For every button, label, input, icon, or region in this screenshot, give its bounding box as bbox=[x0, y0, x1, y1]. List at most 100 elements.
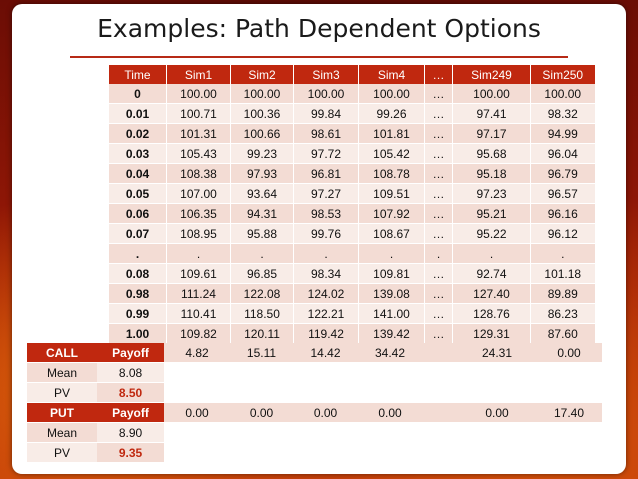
put-label: PUT bbox=[27, 402, 97, 423]
sim-value-cell: . bbox=[424, 243, 453, 264]
sim-value-cell: 96.16 bbox=[530, 203, 595, 224]
sim-value-cell: . bbox=[230, 243, 294, 264]
sim-value-cell: . bbox=[293, 243, 359, 264]
put-payoff-sim3: 0.00 bbox=[293, 402, 358, 423]
sim-value-cell: … bbox=[424, 263, 453, 284]
sim-value-cell: 97.23 bbox=[452, 183, 531, 204]
table-row: 0.01 100.71 100.36 99.84 99.26… 97.41 98.32 bbox=[108, 103, 595, 124]
sim-value-cell: 86.23 bbox=[530, 303, 595, 324]
table-row: 0.99 110.41 118.50 122.21 141.00… 128.76 86.23 bbox=[108, 303, 595, 324]
sim-value-cell: . bbox=[166, 243, 231, 264]
sim-value-cell: 87.60 bbox=[530, 323, 595, 344]
sim-value-cell: 139.08 bbox=[358, 283, 425, 304]
sim-value-cell: 97.72 bbox=[293, 143, 359, 164]
sim-value-cell: 122.21 bbox=[293, 303, 359, 324]
call-mean-value: 8.08 bbox=[97, 362, 164, 383]
sim-value-cell: 109.82 bbox=[166, 323, 231, 344]
sim-value-cell: 122.08 bbox=[230, 283, 294, 304]
sim-value-cell: 92.74 bbox=[452, 263, 531, 284]
sim-value-cell: 94.99 bbox=[530, 123, 595, 144]
sim-value-cell: 129.31 bbox=[452, 323, 531, 344]
sim-value-cell: … bbox=[424, 283, 453, 304]
sim-value-cell: 100.00 bbox=[230, 84, 294, 104]
sim-value-cell: 97.17 bbox=[452, 123, 531, 144]
sim-value-cell: 120.11 bbox=[230, 323, 294, 344]
call-pv-label: PV bbox=[27, 382, 97, 403]
sim-value-cell: 97.27 bbox=[293, 183, 359, 204]
time-cell: 0.99 bbox=[108, 303, 167, 324]
sim-value-cell: … bbox=[424, 303, 453, 324]
table-row: 0.08 109.61 96.85 98.34 109.81… 92.74 101.18 bbox=[108, 263, 595, 284]
sim-value-cell: 101.18 bbox=[530, 263, 595, 284]
sim-value-cell: 100.00 bbox=[452, 84, 531, 104]
call-payoff-sim4: 34.42 bbox=[358, 343, 422, 363]
call-payoff-gap bbox=[422, 343, 458, 363]
header-sim250: Sim250 bbox=[530, 65, 595, 84]
time-cell: 0 bbox=[108, 84, 167, 104]
sim-value-cell: 101.31 bbox=[166, 123, 231, 144]
put-payoff-sim2: 0.00 bbox=[230, 402, 293, 423]
call-payoff-label: Payoff bbox=[97, 343, 164, 363]
sim-value-cell: 100.00 bbox=[166, 84, 231, 104]
call-pv-value: 8.50 bbox=[97, 382, 164, 403]
sim-value-cell: 98.61 bbox=[293, 123, 359, 144]
sim-value-cell: 110.41 bbox=[166, 303, 231, 324]
sim-value-cell: 109.61 bbox=[166, 263, 231, 284]
title-divider bbox=[70, 56, 568, 58]
sim-value-cell: 99.23 bbox=[230, 143, 294, 164]
sim-value-cell: … bbox=[424, 123, 453, 144]
header-sim249: Sim249 bbox=[452, 65, 531, 84]
sim-value-cell: … bbox=[424, 163, 453, 184]
time-cell: 0.02 bbox=[108, 123, 167, 144]
sim-value-cell: 95.22 bbox=[452, 223, 531, 244]
call-pv-row: PV 8.50 bbox=[27, 382, 602, 403]
sim-value-cell: 109.51 bbox=[358, 183, 425, 204]
put-payoff-gap bbox=[422, 402, 458, 423]
sim-value-cell: 98.53 bbox=[293, 203, 359, 224]
table-row: ........ bbox=[108, 243, 595, 264]
put-payoff-label: Payoff bbox=[97, 402, 164, 423]
sim-value-cell: 106.35 bbox=[166, 203, 231, 224]
put-pv-value: 9.35 bbox=[97, 442, 164, 463]
sim-value-cell: … bbox=[424, 143, 453, 164]
sim-value-cell: 107.00 bbox=[166, 183, 231, 204]
option-payoff-table: CALL Payoff 4.82 15.11 14.42 34.42 24.31… bbox=[27, 343, 602, 463]
time-cell: 0.07 bbox=[108, 223, 167, 244]
sim-value-cell: 100.00 bbox=[358, 84, 425, 104]
time-cell: 0.04 bbox=[108, 163, 167, 184]
sim-value-cell: . bbox=[452, 243, 531, 264]
sim-value-cell: 96.04 bbox=[530, 143, 595, 164]
table-row: 0.04 108.38 97.93 96.81 108.78… 95.18 96.79 bbox=[108, 163, 595, 184]
table-row: 0.03 105.43 99.23 97.72 105.42… 95.68 96.04 bbox=[108, 143, 595, 164]
sim-value-cell: 96.85 bbox=[230, 263, 294, 284]
call-payoff-sim249: 24.31 bbox=[458, 343, 536, 363]
sim-value-cell: … bbox=[424, 223, 453, 244]
put-pv-label: PV bbox=[27, 442, 97, 463]
put-payoff-row: PUT Payoff 0.00 0.00 0.00 0.00 0.00 17.4… bbox=[27, 402, 602, 423]
call-payoff-sim250: 0.00 bbox=[536, 343, 602, 363]
sim-value-cell: 111.24 bbox=[166, 283, 231, 304]
table-row: 0 100.00 100.00 100.00 100.00… 100.00 100.00 bbox=[108, 84, 595, 104]
simulation-body: 0 100.00 100.00 100.00 100.00… 100.00 100.00 0.… bbox=[108, 84, 595, 344]
call-label: CALL bbox=[27, 343, 97, 363]
sim-value-cell: … bbox=[424, 84, 453, 104]
sim-value-cell: 141.00 bbox=[358, 303, 425, 324]
time-cell: 0.08 bbox=[108, 263, 167, 284]
sim-value-cell: 119.42 bbox=[293, 323, 359, 344]
put-payoff-sim1: 0.00 bbox=[164, 402, 230, 423]
put-mean-row: Mean 8.90 bbox=[27, 422, 602, 443]
sim-value-cell: 95.21 bbox=[452, 203, 531, 224]
time-cell: 1.00 bbox=[108, 323, 167, 344]
put-pv-row: PV 9.35 bbox=[27, 442, 602, 463]
sim-value-cell: 95.88 bbox=[230, 223, 294, 244]
sim-value-cell: 96.81 bbox=[293, 163, 359, 184]
header-time: Time bbox=[108, 65, 167, 84]
call-mean-label: Mean bbox=[27, 362, 97, 383]
header-ellipsis: … bbox=[424, 65, 453, 84]
sim-value-cell: 97.41 bbox=[452, 103, 531, 124]
sim-value-cell: 139.42 bbox=[358, 323, 425, 344]
sim-value-cell: 99.84 bbox=[293, 103, 359, 124]
sim-value-cell: 100.00 bbox=[293, 84, 359, 104]
sim-value-cell: 118.50 bbox=[230, 303, 294, 324]
header-sim2: Sim2 bbox=[230, 65, 294, 84]
